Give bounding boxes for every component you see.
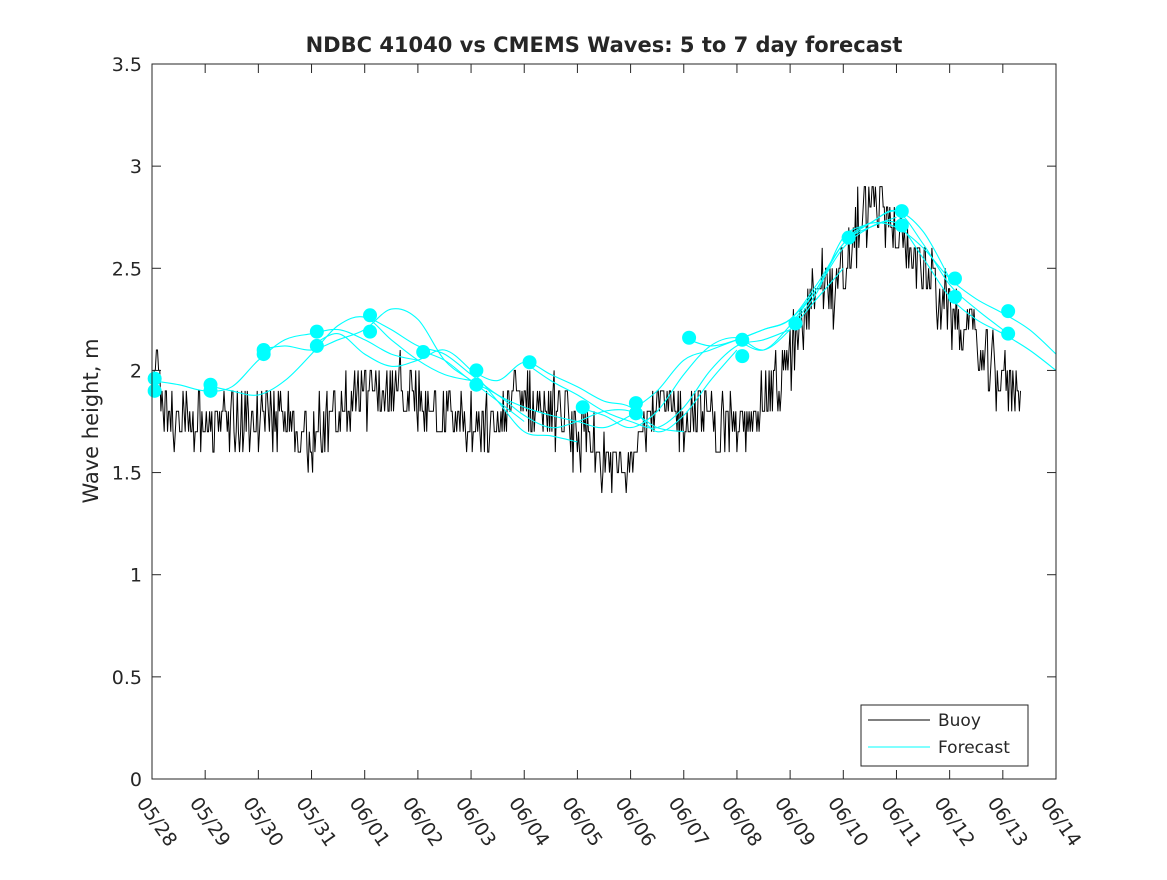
- forecast-marker: [1001, 304, 1016, 319]
- buoy-series-line: [151, 186, 1021, 494]
- chart-title: NDBC 41040 vs CMEMS Waves: 5 to 7 day fo…: [306, 33, 903, 57]
- y-tick-label: 1: [130, 565, 142, 587]
- marker-layer: [147, 204, 1016, 421]
- y-tick-label: 0: [130, 769, 142, 791]
- forecast-line: [205, 316, 472, 396]
- forecast-marker: [309, 324, 324, 339]
- forecast-marker: [894, 218, 909, 233]
- forecast-marker: [469, 377, 484, 392]
- forecast-marker: [841, 230, 856, 245]
- forecast-marker: [575, 400, 590, 415]
- legend-forecast-label: Forecast: [938, 738, 1010, 758]
- forecast-marker: [788, 316, 803, 331]
- legend-box: [860, 704, 1029, 767]
- y-axis-label: Wave height, m: [79, 338, 103, 503]
- legend: Buoy Forecast: [860, 704, 1029, 767]
- forecast-line: [470, 349, 738, 433]
- forecast-marker: [309, 338, 324, 353]
- plot-area-box: [151, 63, 1057, 780]
- forecast-marker: [735, 332, 750, 347]
- forecast-marker: [147, 383, 162, 398]
- forecast-marker: [363, 308, 378, 323]
- y-tick-label: 1.5: [112, 463, 142, 485]
- forecast-marker: [203, 383, 218, 398]
- forecast-marker: [894, 204, 909, 219]
- forecast-marker: [735, 349, 750, 364]
- forecast-marker: [522, 355, 537, 370]
- forecast-marker: [682, 330, 697, 345]
- forecast-marker: [1001, 326, 1016, 341]
- forecast-marker: [947, 289, 962, 304]
- forecast-marker: [628, 396, 643, 411]
- y-tick-label: 2: [130, 360, 142, 382]
- y-tick-label: 2.5: [112, 258, 142, 280]
- forecast-marker: [363, 324, 378, 339]
- legend-buoy-label: Buoy: [938, 711, 981, 731]
- plot-area-background: [152, 64, 1056, 779]
- forecast-marker: [256, 347, 271, 362]
- y-tick-label: 3.5: [112, 54, 142, 76]
- y-tick-label: 3: [130, 156, 142, 178]
- forecast-marker: [147, 371, 162, 386]
- forecast-marker: [469, 363, 484, 378]
- forecast-line: [151, 328, 419, 392]
- y-axis-ticks: 0 0.5 1 1.5 2 2.5 3 3.5: [112, 54, 1056, 791]
- y-tick-label: 0.5: [112, 667, 142, 689]
- forecast-marker: [947, 271, 962, 286]
- forecast-line: [311, 333, 578, 443]
- forecast-marker: [628, 406, 643, 421]
- forecast-marker: [416, 345, 431, 360]
